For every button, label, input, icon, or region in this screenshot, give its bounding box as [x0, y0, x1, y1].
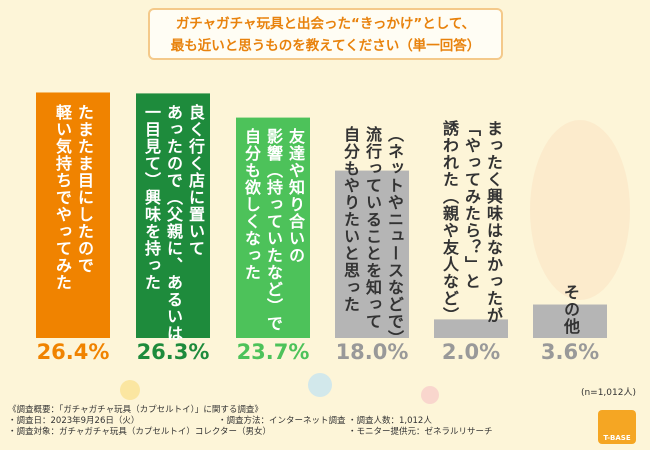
bar-label-line: 一目見て）興味を持った — [142, 104, 161, 291]
title-line: 最も近いと思うものを教えてください（単一回答） — [170, 38, 481, 54]
survey-item: ・調査日：2023年9月26日（火） — [8, 416, 140, 426]
bar-label-line: 自分も欲しくなった — [242, 128, 261, 281]
survey-item: ・調査対象：ガチャガチャ玩具（カプセルトイ）コレクター（男女） — [8, 427, 271, 437]
decoration — [530, 120, 630, 300]
value-label: 3.6% — [540, 340, 600, 364]
value-label: 18.0% — [335, 340, 409, 364]
bar-label-line: まったく興味はなかったが — [484, 120, 503, 324]
bar — [236, 117, 310, 338]
bar-label-line: 誘われた（親や友人など） — [440, 120, 459, 324]
bar-label-line: 軽い気持ちでやってみた — [53, 104, 72, 291]
decoration — [421, 386, 439, 404]
bar-label-line: （ネットやニュースなどで） — [385, 126, 404, 347]
value-label: 26.3% — [136, 340, 210, 364]
bar-label-line: 流行っていることを知って — [363, 126, 382, 330]
logo: T-BASE — [598, 410, 636, 444]
bar-label: たまたま目にしたので 軽い気持ちでやってみた — [51, 104, 95, 291]
bar-label-line: 影響（持っていたなど）で — [264, 128, 283, 332]
bar-label: 友達や知り合いの 影響（持っていたなど）で 自分も欲しくなった — [240, 128, 306, 332]
value-label: 26.4% — [36, 340, 110, 364]
bar-label-line: たまたま目にしたので — [75, 104, 94, 274]
bar — [36, 92, 110, 338]
bar-label: 良く行く店に置いて あったので（父親に、あるいは 一目見て）興味を持った — [140, 104, 206, 342]
value-label: 23.7% — [236, 340, 310, 364]
bar-label-line: 友達や知り合いの — [286, 128, 305, 264]
sample-note: (n=1,012人) — [580, 388, 636, 398]
bar-label: その他 — [559, 284, 581, 335]
survey-item: ・調査人数：1,012人 — [348, 416, 432, 426]
bar-label: （ネットやニュースなどで） 流行っていることを知って 自分もやりたいと思った — [339, 126, 405, 347]
bar — [434, 319, 508, 338]
value-label: 2.0% — [441, 340, 501, 364]
survey-item: ・調査方法：インターネット調査 — [218, 416, 346, 426]
survey-heading: 《調査概要：「ガチャガチャ玩具（カプセルトイ）」に関する調査》 — [8, 405, 263, 415]
decoration — [308, 373, 332, 397]
chart-title: ガチャガチャ玩具と出会った“きっかけ”として、 最も近いと思うものを教えてくださ… — [148, 8, 503, 60]
bar — [533, 304, 607, 338]
bar-label-line: あったので（父親に、あるいは — [164, 104, 183, 342]
bar-label-line: その他 — [561, 284, 580, 335]
title-line: ガチャガチャ玩具と出会った“きっかけ”として、 — [175, 16, 476, 32]
survey-item: ・モニター提供元：ゼネラルリサーチ — [348, 427, 493, 437]
decoration — [120, 380, 140, 400]
bar-label-line: 自分もやりたいと思った — [341, 126, 360, 313]
bar-label-line: 「やってみたら？」と — [462, 120, 481, 290]
bar-label-line: 良く行く店に置いて — [186, 104, 205, 257]
bar — [335, 170, 409, 338]
bar-label: まったく興味はなかったが 「やってみたら？」と 誘われた（親や友人など） — [438, 120, 504, 324]
bar — [136, 93, 210, 338]
